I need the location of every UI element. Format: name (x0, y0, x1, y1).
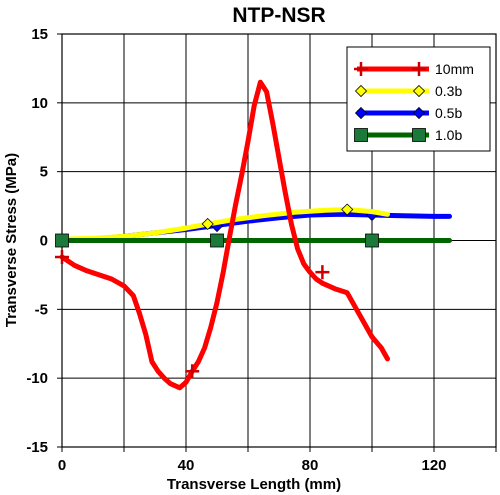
legend: 10mm 0.3b 0.5b 1.0b (346, 46, 491, 152)
legend-label: 0.5b (435, 105, 462, 121)
legend-entry-1.0b: 1.0b (354, 127, 462, 143)
legend-label: 1.0b (435, 127, 462, 143)
legend-marker (412, 128, 426, 142)
y-axis-label: Transverse Stress (MPa) (3, 153, 20, 327)
series-line-10mm (59, 79, 390, 391)
y-tick-label: 0 (40, 233, 48, 250)
y-axis-ticks: -15 -10 -5 0 5 10 15 (26, 26, 62, 456)
x-tick-label: 40 (178, 457, 195, 474)
data-point-0.3b (201, 217, 214, 231)
legend-marker (354, 128, 368, 142)
legend-marker (412, 106, 426, 120)
legend-label: 0.3b (435, 83, 462, 99)
y-tick-label: 15 (31, 26, 48, 43)
data-point-1.0b (55, 233, 69, 248)
x-tick-label: 120 (421, 457, 446, 474)
series-group (55, 79, 452, 391)
series-10mm (55, 79, 390, 391)
y-tick-label: 10 (31, 95, 48, 112)
legend-marker (354, 106, 368, 120)
data-point-10mm (315, 265, 330, 280)
y-tick-label: -15 (26, 439, 48, 456)
x-tick-label: 0 (58, 457, 66, 474)
chart-title: NTP-NSR (232, 4, 325, 27)
y-tick-label: -5 (35, 301, 48, 318)
data-point-10mm (55, 250, 69, 265)
legend-marker (354, 84, 368, 98)
legend-entry-0.5b: 0.5b (354, 105, 462, 121)
series-1.0b (55, 233, 452, 248)
x-axis-label: Transverse Length (mm) (167, 476, 341, 493)
x-tick-label: 80 (302, 457, 319, 474)
x-axis-ticks: 0 40 80 120 (58, 447, 497, 474)
legend-marker (354, 62, 368, 76)
legend-label: 10mm (435, 61, 474, 77)
legend-entry-10mm: 10mm (354, 61, 474, 77)
data-point-10mm (185, 364, 200, 379)
data-point-1.0b (210, 233, 224, 248)
legend-entry-0.3b: 0.3b (354, 83, 462, 99)
data-point-1.0b (365, 233, 379, 248)
y-tick-label: 5 (40, 164, 48, 181)
legend-marker (412, 84, 426, 98)
data-point-0.3b (341, 203, 354, 216)
legend-marker (412, 62, 426, 76)
y-tick-label: -10 (26, 370, 48, 387)
